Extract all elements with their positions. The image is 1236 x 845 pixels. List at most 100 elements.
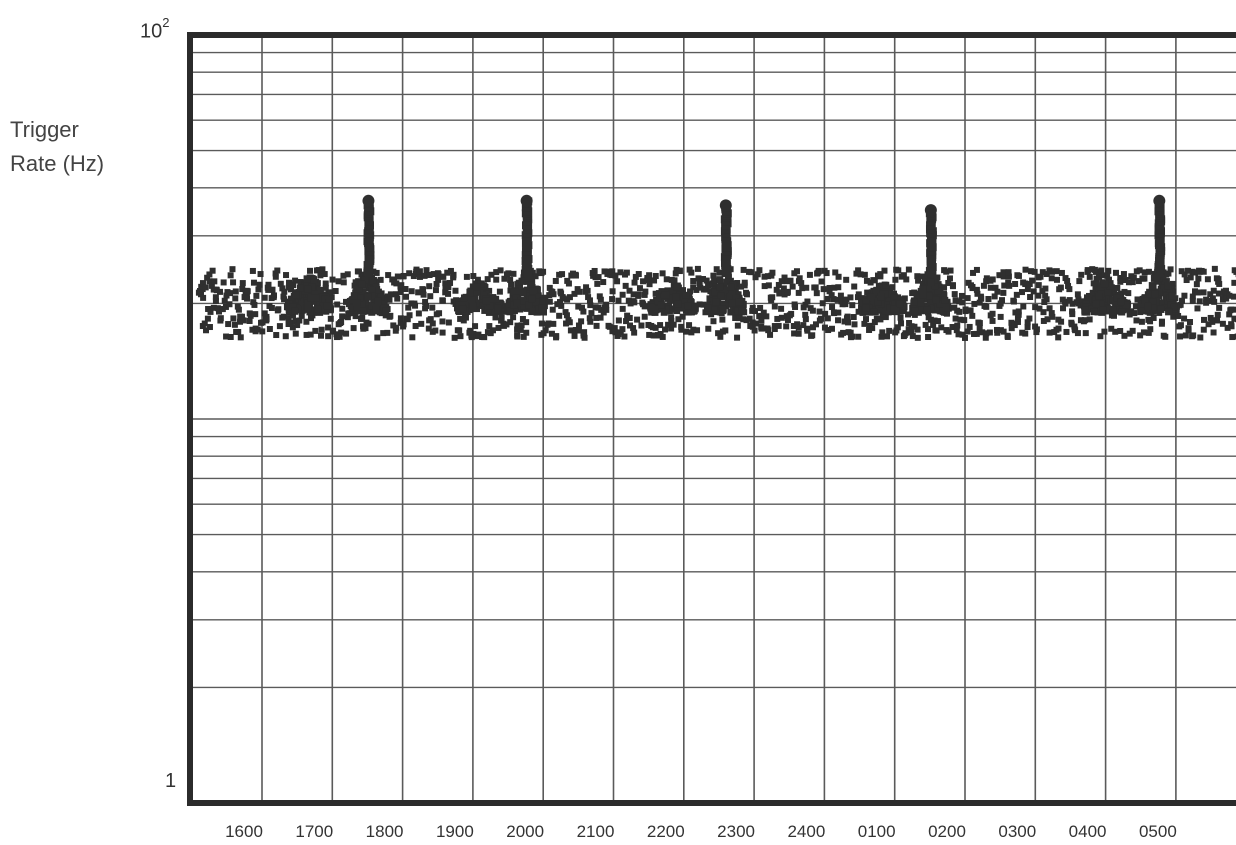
data-point [855,267,862,274]
data-point [325,333,332,340]
x-tick-label: 1900 [435,822,474,841]
data-point [501,303,508,310]
data-point [939,307,947,315]
data-point [332,288,339,295]
data-point [318,332,325,339]
data-point [287,319,294,326]
data-point [830,296,837,303]
data-point [1097,300,1105,308]
data-point [256,281,263,288]
data-point [1122,277,1129,284]
data-point [571,332,578,339]
data-point [1030,288,1037,295]
data-point [356,294,364,302]
data-point [952,315,959,322]
data-point [1170,288,1177,295]
data-point [662,305,670,313]
data-point [318,326,325,333]
data-point [403,293,410,300]
data-point [382,312,389,319]
data-point [1088,295,1096,303]
data-point [1122,301,1130,309]
data-point [416,268,423,275]
data-point [654,297,662,305]
data-point [896,307,904,315]
data-point [631,329,638,336]
data-point [778,314,785,321]
data-point [881,267,888,274]
data-point [726,293,734,301]
data-point [635,271,642,278]
data-point [630,325,637,332]
data-point [740,316,747,323]
data-point [246,310,253,317]
data-point [227,272,234,279]
data-point [571,290,578,297]
data-point [1183,277,1190,284]
data-point [823,270,830,277]
data-point [866,326,873,333]
data-point [1121,332,1128,339]
data-point [1169,280,1176,287]
data-point [1200,268,1207,275]
data-point [507,287,514,294]
data-point [1027,294,1034,301]
data-point [647,277,654,284]
data-point [983,278,990,285]
data-point [464,295,472,303]
data-point [517,326,524,333]
data-point [688,269,695,276]
data-point [870,308,878,316]
data-point [796,275,803,282]
data-point [802,301,809,308]
data-point [1069,311,1076,318]
data-point [350,325,357,332]
data-point [409,334,416,341]
data-point [927,278,935,286]
data-point [538,304,546,312]
data-point [470,330,477,337]
data-point [761,283,768,290]
data-point [1059,296,1066,303]
data-point [849,333,856,340]
data-point [495,324,502,331]
data-point [829,304,836,311]
data-point [837,292,844,299]
data-point [1165,270,1172,277]
data-point [518,322,525,329]
data-point [1195,275,1202,282]
data-point [523,329,530,336]
data-point [700,301,707,308]
data-point [360,323,367,330]
data-point [646,272,653,279]
data-point [646,281,653,288]
data-point [433,280,440,287]
data-point [384,293,391,300]
data-point [1231,315,1236,322]
data-point [340,272,347,279]
data-point [652,290,659,297]
data-point [989,276,996,283]
data-point [520,302,528,310]
data-point [1129,327,1136,334]
data-point [906,319,913,326]
data-point [723,300,731,308]
data-point [281,296,288,303]
data-point [738,283,745,290]
data-point [619,305,626,312]
data-point [514,333,521,340]
data-point [580,330,587,337]
data-point [566,319,573,326]
data-point [773,286,780,293]
data-point [1158,320,1165,327]
data-point [631,299,638,306]
data-point [259,319,266,326]
data-point [1091,266,1098,273]
data-point [651,305,659,313]
data-point [998,297,1005,304]
data-point [546,284,553,291]
data-point [365,277,373,285]
data-point [212,297,219,304]
data-point [397,288,404,295]
